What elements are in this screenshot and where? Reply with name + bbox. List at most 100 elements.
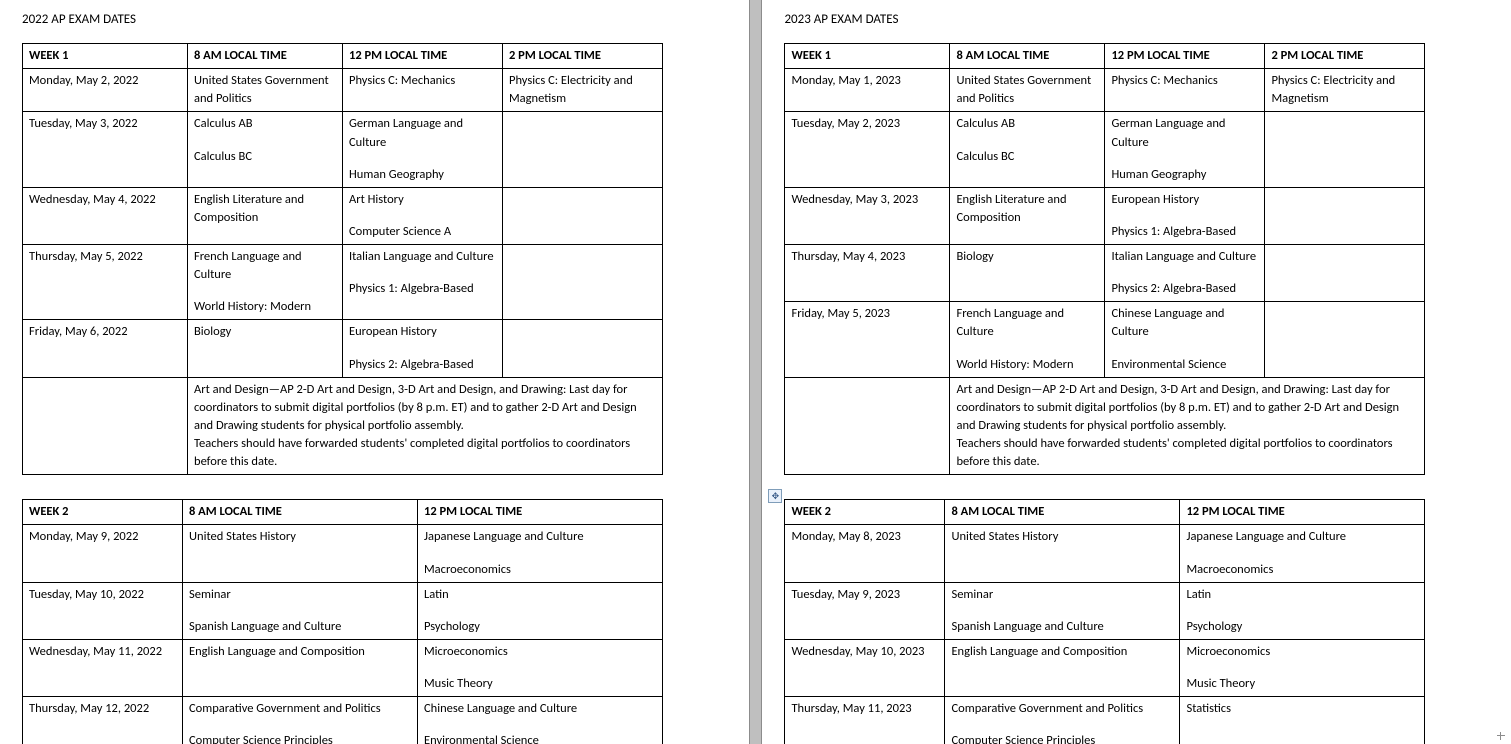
exam-name: Statistics: [1186, 700, 1418, 718]
table-cell: Calculus AB Calculus BC: [950, 112, 1105, 187]
exam-name: German Language and Culture: [349, 115, 496, 151]
date-cell: Wednesday, May 3, 2023: [785, 187, 950, 244]
col-header: 2 PM LOCAL TIME: [1265, 44, 1425, 69]
table-row: Monday, May 2, 2022United States Governm…: [23, 69, 663, 112]
exam-name: Physics C: Electricity and Magnetism: [1271, 72, 1418, 108]
table-cell: German Language and Culture Human Geograp…: [1105, 112, 1265, 187]
table-cell: Biology: [188, 320, 343, 377]
col-header: 8 AM LOCAL TIME: [183, 500, 418, 525]
col-header: 2 PM LOCAL TIME: [503, 44, 663, 69]
exam-name: Environmental Science: [424, 732, 656, 744]
exam-name: Psychology: [1186, 618, 1418, 636]
date-cell: Tuesday, May 9, 2023: [785, 582, 945, 639]
end-of-document-mark-icon: [1497, 732, 1505, 740]
exam-name: Physics C: Mechanics: [1111, 72, 1258, 90]
table-cell: United States Government and Politics: [950, 69, 1105, 112]
exam-name: Physics 2: Algebra-Based: [1111, 280, 1258, 298]
date-cell: Tuesday, May 10, 2022: [23, 582, 183, 639]
table-row: Tuesday, May 2, 2023Calculus ABCalculus …: [785, 112, 1425, 187]
exam-name: Chinese Language and Culture: [424, 700, 656, 718]
exam-name: Microeconomics: [1186, 643, 1418, 661]
date-cell: Thursday, May 12, 2022: [23, 697, 183, 744]
table-row: Thursday, May 5, 2022French Language and…: [23, 245, 663, 320]
col-header: 12 PM LOCAL TIME: [418, 500, 663, 525]
table-cell: French Language and CultureWorld History…: [950, 302, 1105, 377]
exam-name: European History: [349, 323, 496, 341]
table-cell: United States History: [945, 525, 1180, 582]
table-row: Wednesday, May 3, 2023English Literature…: [785, 187, 1425, 244]
table-cell: Physics C: Mechanics: [343, 69, 503, 112]
col-header: 8 AM LOCAL TIME: [188, 44, 343, 69]
exam-name: United States History: [189, 528, 411, 546]
date-cell: Monday, May 9, 2022: [23, 525, 183, 582]
col-header: WEEK 1: [785, 44, 950, 69]
page-title-left: 2022 AP EXAM DATES: [22, 12, 729, 27]
table-head: WEEK 1 8 AM LOCAL TIME 12 PM LOCAL TIME …: [785, 44, 1425, 69]
table-week2-right: WEEK 2 8 AM LOCAL TIME 12 PM LOCAL TIME …: [784, 499, 1425, 744]
table-cell: SeminarSpanish Language and Culture: [183, 582, 418, 639]
exam-name: Comparative Government and Politics: [951, 700, 1173, 718]
col-header: 12 PM LOCAL TIME: [343, 44, 503, 69]
table-cell: Art HistoryComputer Science A: [343, 187, 503, 244]
exam-name: Spanish Language and Culture: [951, 618, 1173, 636]
exam-name: Art History: [349, 191, 496, 209]
table-cell: European HistoryPhysics 1: Algebra-Based: [1105, 187, 1265, 244]
exam-name: Latin: [1186, 586, 1418, 604]
table-cell: Statistics: [1180, 697, 1425, 744]
table-cell: [503, 245, 663, 320]
date-cell: Thursday, May 5, 2022: [23, 245, 188, 320]
date-cell: Tuesday, May 3, 2022: [23, 112, 188, 187]
exam-name: Computer Science Principles: [189, 732, 411, 744]
exam-name: English Literature and Composition: [956, 191, 1098, 227]
exam-name: Calculus BC: [956, 148, 1098, 166]
table-cell: Italian Language and CulturePhysics 2: A…: [1105, 245, 1265, 302]
table-row: Art and Design—AP 2-D Art and Design, 3-…: [23, 377, 663, 475]
exam-name: Biology: [194, 323, 336, 341]
exam-name: English Literature and Composition: [194, 191, 336, 227]
table-row: Wednesday, May 10, 2023English Language …: [785, 639, 1425, 696]
table-head: WEEK 2 8 AM LOCAL TIME 12 PM LOCAL TIME: [23, 500, 663, 525]
page-right: 2023 AP EXAM DATES WEEK 1 8 AM LOCAL TIM…: [762, 0, 1511, 744]
exam-name: Music Theory: [1186, 675, 1418, 693]
table-cell: United States History: [183, 525, 418, 582]
page-gutter: [749, 0, 763, 744]
col-header: 8 AM LOCAL TIME: [950, 44, 1105, 69]
date-cell: [23, 377, 188, 475]
table-row: Art and Design—AP 2-D Art and Design, 3-…: [785, 377, 1425, 475]
exam-name: Human Geography: [1111, 166, 1258, 184]
table-cell: English Language and Composition: [945, 639, 1180, 696]
exam-name: French Language and Culture: [194, 248, 336, 284]
exam-name: Physics 1: Algebra-Based: [1111, 223, 1258, 241]
table-row: Thursday, May 12, 2022Comparative Govern…: [23, 697, 663, 744]
table-cell: Microeconomics Music Theory: [1180, 639, 1425, 696]
table-week1-right: WEEK 1 8 AM LOCAL TIME 12 PM LOCAL TIME …: [784, 43, 1425, 475]
exam-name: Physics C: Mechanics: [349, 72, 496, 90]
table-body-week2-right: Monday, May 8, 2023United States History…: [785, 525, 1425, 744]
table-cell: United States Government and Politics: [188, 69, 343, 112]
portfolio-note: Art and Design—AP 2-D Art and Design, 3-…: [188, 377, 663, 475]
col-header: 12 PM LOCAL TIME: [1180, 500, 1425, 525]
date-cell: Friday, May 5, 2023: [785, 302, 950, 377]
date-cell: Monday, May 8, 2023: [785, 525, 945, 582]
table-cell: Physics C: Electricity and Magnetism: [1265, 69, 1425, 112]
table-row: Friday, May 6, 2022BiologyEuropean Histo…: [23, 320, 663, 377]
date-cell: Monday, May 1, 2023: [785, 69, 950, 112]
exam-name: United States Government and Politics: [956, 72, 1098, 108]
exam-name: Computer Science Principles: [951, 732, 1173, 744]
table-move-handle-icon[interactable]: ✥: [768, 489, 782, 503]
exam-name: World History: Modern: [194, 298, 336, 316]
exam-name: United States Government and Politics: [194, 72, 336, 108]
exam-name: Human Geography: [349, 166, 496, 184]
table-cell: Chinese Language and Culture Environmenta…: [418, 697, 663, 744]
table-cell: LatinPsychology: [418, 582, 663, 639]
table-cell: Biology: [950, 245, 1105, 302]
exam-name: Physics 2: Algebra-Based: [349, 356, 496, 374]
table-cell: [1265, 187, 1425, 244]
table-cell: [1265, 112, 1425, 187]
table-cell: MicroeconomicsMusic Theory: [418, 639, 663, 696]
exam-name: German Language and Culture: [1111, 115, 1258, 151]
table-row: Monday, May 1, 2023United States Governm…: [785, 69, 1425, 112]
table-row: Wednesday, May 11, 2022English Language …: [23, 639, 663, 696]
table-row: Tuesday, May 3, 2022Calculus ABCalculus …: [23, 112, 663, 187]
exam-name: Calculus AB: [956, 115, 1098, 133]
